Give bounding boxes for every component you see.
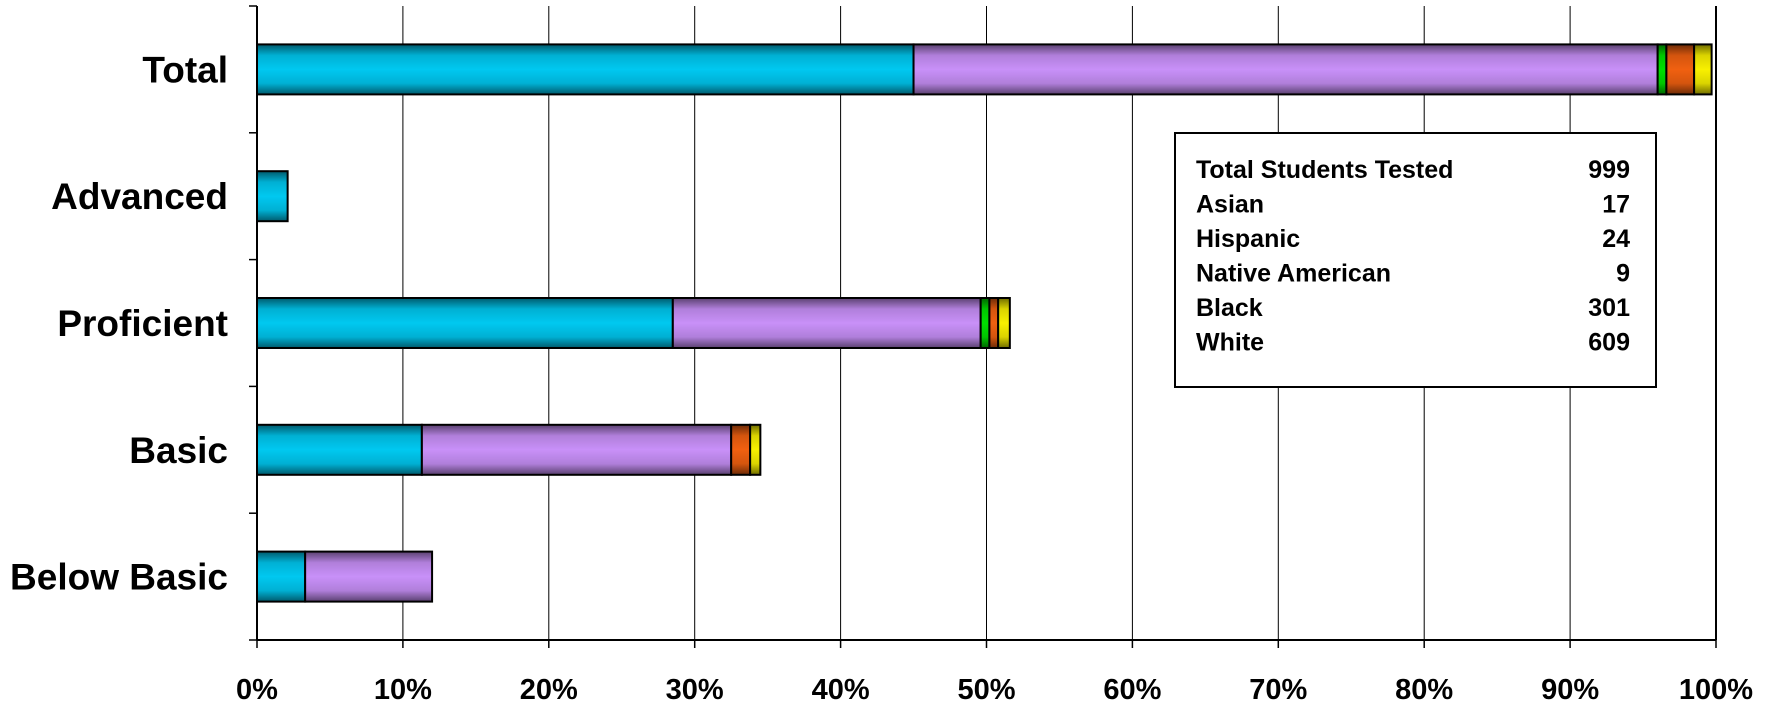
category-label: Basic (129, 430, 228, 471)
info-box-label: White (1196, 329, 1264, 357)
info-box-label: Black (1196, 294, 1263, 322)
info-box-label: Asian (1196, 191, 1264, 219)
category-labels: Total Advanced Proficient Basic Below Basic (10, 49, 228, 597)
info-box: Total Students Tested 999 Asian 17 Hispanic 2… (1174, 132, 1657, 388)
bars (256, 43, 1713, 603)
info-box-label: Native American (1196, 260, 1391, 288)
x-tick-label: 70% (1249, 674, 1307, 703)
bar-segment (256, 170, 289, 223)
x-tick-label: 100% (1679, 674, 1753, 703)
info-box-label: Hispanic (1196, 225, 1300, 253)
bar-segment (912, 43, 1659, 96)
bar-segment (420, 423, 733, 476)
axes (249, 5, 1717, 648)
x-tick-label: 0% (236, 674, 278, 703)
bar-segment (1656, 43, 1668, 96)
x-tick-label: 90% (1541, 674, 1599, 703)
x-tick-label: 60% (1103, 674, 1161, 703)
bar-segment (1693, 43, 1713, 96)
bar-segment (997, 297, 1011, 349)
bar-segment (988, 297, 1000, 349)
category-label: Total (142, 49, 228, 90)
x-tick-label: 80% (1395, 674, 1453, 703)
info-box-value: 609 (1588, 329, 1630, 357)
x-tick-label: 20% (520, 674, 578, 703)
bar-segment (256, 43, 915, 96)
x-tick-label: 50% (957, 674, 1015, 703)
bar-segment (671, 297, 982, 349)
bar-segment (256, 423, 423, 476)
info-box-frame (1174, 132, 1657, 388)
bar-segment (1665, 43, 1696, 96)
info-box-value: 9 (1616, 260, 1630, 288)
info-box-value: 17 (1602, 191, 1630, 219)
bar-segment (749, 423, 762, 476)
bar-segment (256, 550, 307, 603)
category-label: Proficient (57, 303, 228, 344)
bar-segment (256, 297, 674, 349)
bar-segment (730, 423, 752, 476)
x-tick-label: 10% (374, 674, 432, 703)
bar-segment (304, 550, 434, 603)
info-box-label: Total Students Tested (1196, 156, 1453, 184)
x-tick-label: 40% (812, 674, 870, 703)
category-label: Advanced (51, 176, 228, 217)
x-tick-label: 30% (666, 674, 724, 703)
info-box-value: 24 (1602, 225, 1630, 253)
bar-segment (979, 297, 991, 349)
category-label: Below Basic (10, 557, 228, 598)
info-box-value: 301 (1588, 294, 1630, 322)
info-box-value: 999 (1588, 156, 1630, 184)
x-tick-labels: 0% 10% 20% 30% 40% 50% 60% 70% 80% 90% 100% (236, 674, 1753, 703)
